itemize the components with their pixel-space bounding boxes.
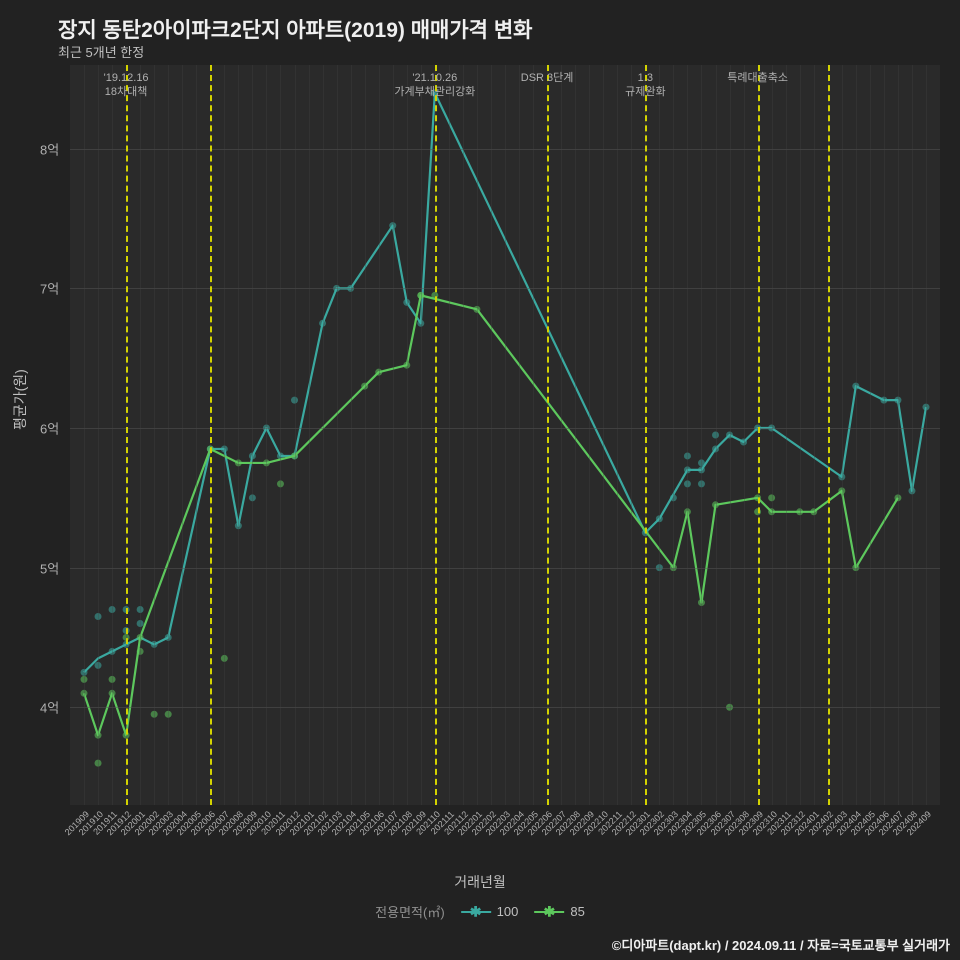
legend-label: 85 [570, 904, 584, 919]
plot-area: 4억5억6억7억8억'19.12.1618차대책'21.10.26가계부채관리강… [70, 65, 940, 805]
footer-credit: ©디아파트(dapt.kr) / 2024.09.11 / 자료=국토교통부 실… [612, 935, 950, 954]
legend-label: 100 [497, 904, 519, 919]
policy-vline [435, 65, 437, 805]
y-tick-label: 6억 [40, 419, 59, 438]
x-axis-label: 거래년월 [454, 872, 506, 892]
policy-vline [645, 65, 647, 805]
policy-vline-label: '21.10.26가계부채관리강화 [394, 71, 475, 100]
chart-subtitle: 최근 5개년 한정 [58, 42, 144, 61]
legend-item: ✱85 [534, 904, 584, 919]
y-tick-label: 5억 [40, 558, 59, 577]
y-tick-label: 4억 [40, 698, 59, 717]
policy-vline [210, 65, 212, 805]
policy-vline [758, 65, 760, 805]
policy-vline-label: DSR 3단계 [521, 71, 574, 85]
policy-vline [828, 65, 830, 805]
policy-vline-label: 특례대출축소 [727, 71, 788, 85]
chart-title: 장지 동탄2아이파크2단지 아파트(2019) 매매가격 변화 [58, 14, 532, 44]
legend-title: 전용면적(㎡) [375, 902, 445, 921]
legend-item: ✱100 [461, 904, 519, 919]
policy-vline [126, 65, 128, 805]
y-tick-label: 7억 [40, 279, 59, 298]
policy-vline-label: '19.12.1618차대책 [104, 71, 149, 100]
policy-vline [547, 65, 549, 805]
y-axis-label: 평균가(원) [10, 369, 30, 430]
legend: 전용면적(㎡) ✱100 ✱85 [375, 902, 585, 921]
y-tick-label: 8억 [40, 139, 59, 158]
policy-vline-label: 1.3규제완화 [625, 71, 665, 100]
